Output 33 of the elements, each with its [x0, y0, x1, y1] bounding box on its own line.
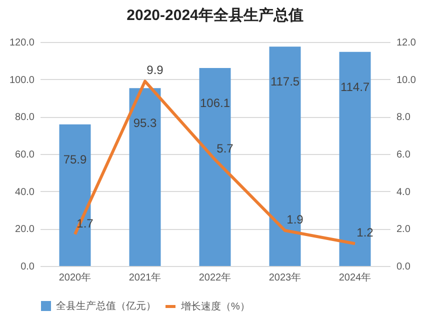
- x-tick-label: 2020年: [58, 272, 92, 284]
- y2-tick-label: 2.0: [396, 224, 411, 236]
- bar: [339, 52, 371, 266]
- y2-tick-label: 0.0: [396, 262, 411, 272]
- data-label: 117.5: [270, 74, 300, 89]
- y2-tick-label: 8.0: [396, 112, 411, 124]
- bar: [199, 68, 231, 266]
- chart-title: 2020-2024年全县生产总值: [126, 7, 304, 24]
- y-tick-label: 120.0: [9, 38, 35, 48]
- legend-label: 全县生产总值（亿元）: [56, 300, 156, 312]
- y-tick-label: 60.0: [15, 150, 35, 160]
- bar: [269, 46, 301, 266]
- data-label: 106.1: [200, 96, 230, 110]
- y-tick-label: 80.0: [15, 112, 35, 124]
- x-tick-label: 2022年: [198, 272, 232, 284]
- y-tick-label: 0.0: [20, 262, 35, 272]
- bar: [59, 124, 91, 266]
- legend-label: 增长速度（%）: [180, 300, 250, 312]
- y-tick-label: 100.0: [9, 74, 35, 86]
- x-tick-label: 2023年: [268, 272, 302, 284]
- x-tick-label: 2024年: [338, 272, 372, 284]
- bar: [129, 88, 161, 266]
- y-tick-label: 40.0: [15, 186, 35, 198]
- y2-tick-label: 4.0: [396, 186, 411, 198]
- data-label: 75.9: [63, 152, 87, 166]
- y-tick-label: 20.0: [15, 224, 35, 236]
- data-label: 114.7: [340, 80, 370, 94]
- x-tick-label: 2021年: [128, 272, 162, 284]
- y2-tick-label: 6.0: [396, 150, 411, 160]
- data-label: 9.9: [146, 63, 164, 78]
- y2-tick-label: 10.0: [396, 74, 416, 86]
- data-label: 95.3: [133, 116, 157, 130]
- y2-tick-label: 12.0: [396, 38, 416, 48]
